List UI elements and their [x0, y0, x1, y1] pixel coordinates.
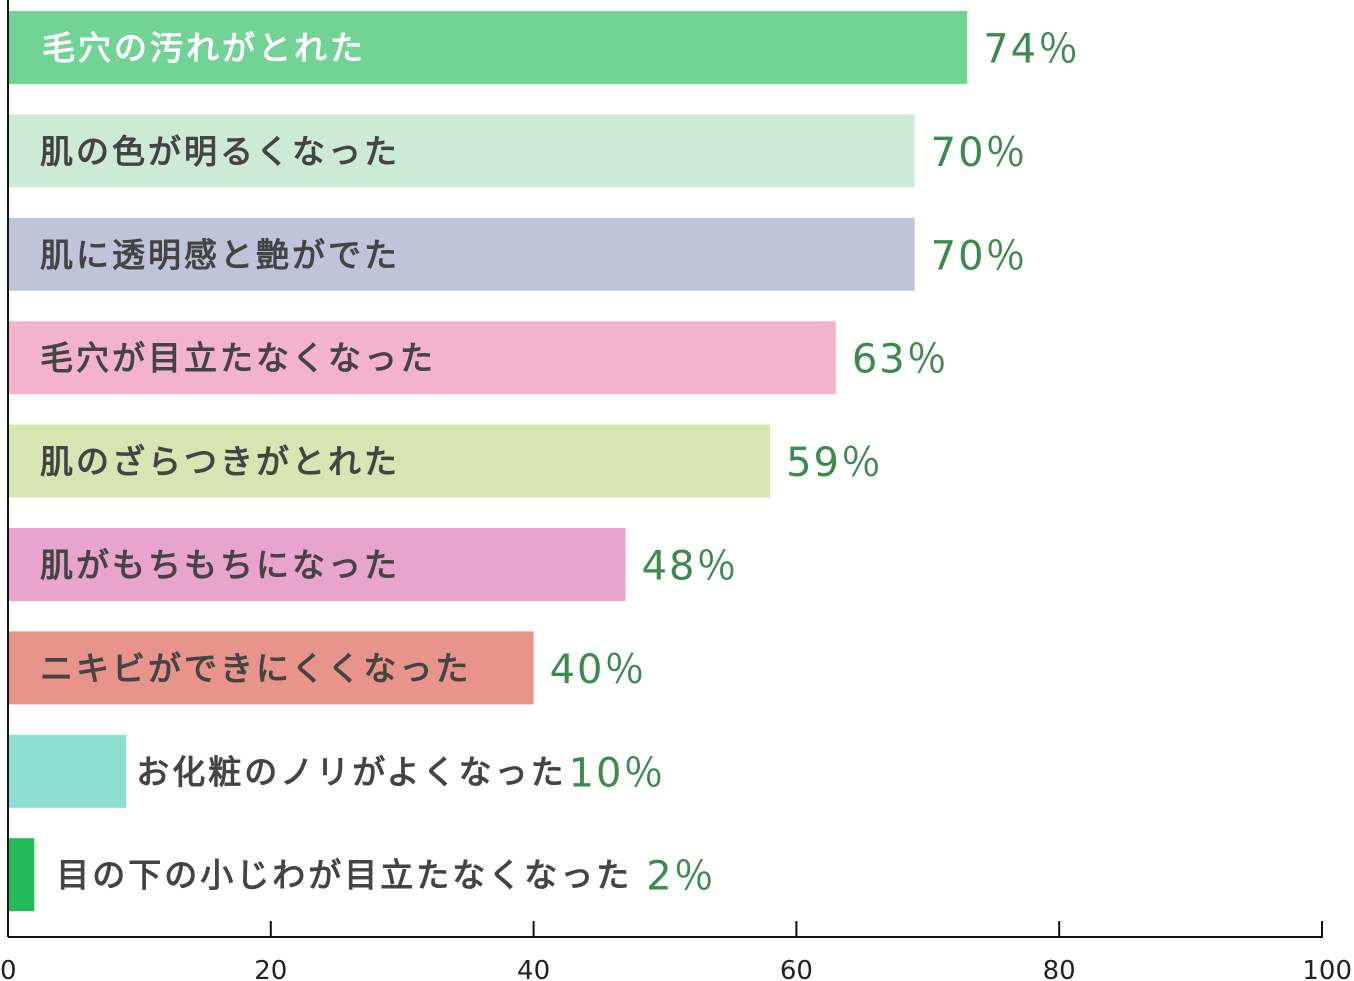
- bar: [8, 321, 836, 395]
- bar-row: 肌の色が明るくなった 70％: [8, 114, 1028, 188]
- bar-row: お化粧のノリがよくなった 10％: [8, 734, 666, 808]
- bar-row: 肌がもちもちになった 48％: [8, 528, 739, 601]
- bar: [8, 217, 915, 291]
- bar: [8, 11, 968, 84]
- bar: [8, 734, 127, 808]
- bars-group: 毛穴の汚れがとれた 74％ 肌の色が明るくなった 70％ 肌に透明感と艶がでた 70％ 毛穴…: [8, 11, 1080, 912]
- bar-row: ニキビができにくくなった 40％: [8, 631, 647, 705]
- bar-category-label: 目の下の小じわが目立たなくなった: [56, 856, 632, 895]
- bar-category-label: 肌がもちもちになった: [40, 546, 400, 585]
- bar-value-label: 70％: [931, 233, 1028, 279]
- x-tick-label: 80: [1043, 956, 1076, 981]
- bar-category-label: 肌の色が明るくなった: [40, 132, 400, 171]
- bar: [8, 838, 35, 912]
- bar-row: 毛穴が目立たなくなった 63％: [8, 321, 949, 395]
- bar-category-label: 肌に透明感と艶がでた: [40, 235, 400, 274]
- bar-category-label: 毛穴が目立たなくなった: [40, 339, 436, 378]
- bar-row: 肌に透明感と艶がでた 70％: [8, 217, 1028, 291]
- x-tick-label: 100: [1302, 956, 1352, 981]
- bar-value-label: 40％: [550, 647, 647, 693]
- bar-value-label: 70％: [931, 130, 1028, 176]
- bar-row: 肌のざらつきがとれた 59％: [8, 424, 883, 498]
- bar-value-label: 2％: [646, 854, 715, 900]
- bar-category-label: ニキビができにくくなった: [40, 649, 471, 688]
- bar: [8, 631, 534, 705]
- bar-value-label: 48％: [642, 544, 739, 590]
- bar: [8, 528, 626, 601]
- bar-category-label: 肌のざらつきがとれた: [40, 442, 400, 481]
- x-tick-label: 20: [254, 956, 287, 981]
- bar-category-label: 毛穴の汚れがとれた: [42, 29, 366, 68]
- bar: [8, 114, 915, 188]
- x-tick-label: 40: [517, 956, 550, 981]
- bar-category-label: お化粧のノリがよくなった: [136, 752, 566, 791]
- bar-value-label: 74％: [983, 27, 1080, 73]
- bar-row: 毛穴の汚れがとれた 74％: [8, 11, 1080, 84]
- bar-value-label: 10％: [569, 750, 666, 796]
- bar-value-label: 63％: [852, 337, 949, 383]
- bar-value-label: 59％: [786, 440, 883, 486]
- bar: [8, 424, 771, 498]
- bar-row: 目の下の小じわが目立たなくなった 2％: [8, 838, 715, 912]
- x-tick-label: 60: [780, 956, 813, 981]
- x-tick-label: 0: [0, 956, 17, 981]
